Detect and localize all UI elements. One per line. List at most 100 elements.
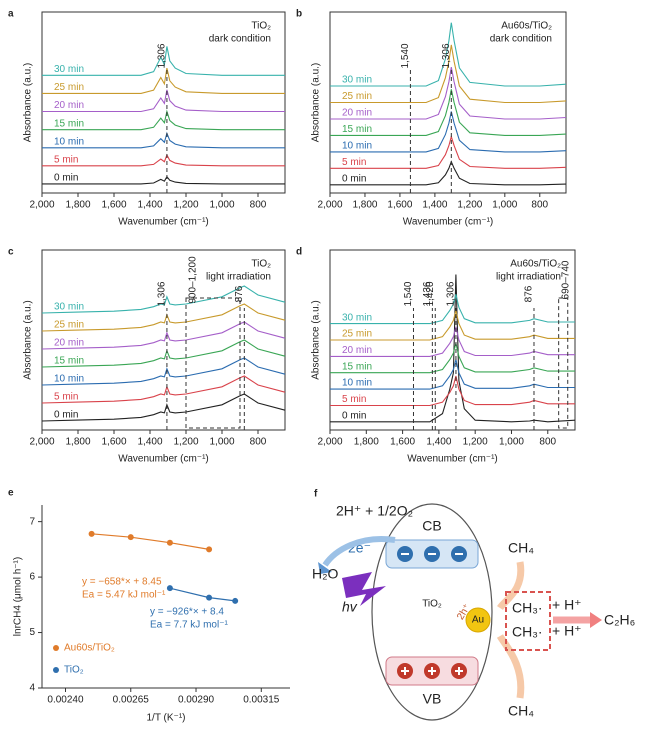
annotation: 1,306 bbox=[157, 281, 168, 306]
y-axis-label: Absorbance (a.u.) bbox=[23, 300, 34, 380]
x-axis-label: Wavenumber (cm⁻¹) bbox=[118, 217, 208, 228]
spectrum-line bbox=[330, 310, 575, 341]
sample-subtitle: light irradiation bbox=[206, 272, 271, 283]
panel-letter: e bbox=[8, 488, 14, 499]
series-label: 15 min bbox=[342, 361, 372, 372]
series-label: 10 min bbox=[54, 136, 84, 147]
y-tick-label: 4 bbox=[29, 683, 35, 694]
series-label: 0 min bbox=[54, 410, 78, 421]
activation-energy: Ea = 7.7 kJ mol⁻¹ bbox=[150, 620, 228, 631]
x-tick-label: 0.00240 bbox=[47, 695, 84, 706]
y-tick-label: 6 bbox=[29, 572, 35, 583]
x-tick-label: 1,200 bbox=[463, 437, 488, 448]
data-point bbox=[166, 585, 173, 592]
au-label: Au bbox=[472, 615, 484, 626]
proton: + H⁺ bbox=[552, 597, 582, 613]
fit-equation: y = −926*× + 8.4 bbox=[150, 607, 224, 618]
x-axis-label: Wavenumber (cm⁻¹) bbox=[407, 454, 497, 465]
methyl-box bbox=[505, 591, 551, 651]
reactants: 2H⁺ + 1/2O₂ bbox=[336, 503, 413, 519]
methane-arrow bbox=[496, 634, 525, 699]
x-tick-label: 1,000 bbox=[209, 437, 234, 448]
x-tick-label: 1,000 bbox=[209, 200, 234, 211]
sample-subtitle: light irradiation bbox=[496, 272, 561, 283]
legend-marker bbox=[53, 645, 59, 651]
x-tick-label: 1,200 bbox=[173, 200, 198, 211]
series-label: 0 min bbox=[342, 173, 366, 184]
sample-title: Au60s/TiO₂ bbox=[510, 259, 561, 270]
x-tick-label: 800 bbox=[250, 200, 267, 211]
band-box bbox=[558, 297, 569, 429]
spectrum-line bbox=[42, 89, 285, 113]
series-label: 20 min bbox=[54, 100, 84, 111]
y-axis-label: Absorbance (a.u.) bbox=[23, 63, 34, 143]
x-tick-label: 0.00315 bbox=[243, 695, 280, 706]
x-axis-label: Wavenumber (cm⁻¹) bbox=[118, 454, 208, 465]
annotation: 1,436 bbox=[422, 281, 433, 306]
x-tick-label: 1,800 bbox=[354, 437, 379, 448]
methyl: CH₃· bbox=[512, 600, 543, 616]
panel-letter: d bbox=[296, 247, 302, 258]
x-tick-label: 1,400 bbox=[137, 437, 162, 448]
x-tick-label: 0.00290 bbox=[178, 695, 215, 706]
series-label: 25 min bbox=[54, 320, 84, 331]
light-bolt bbox=[342, 572, 386, 606]
plot-frame bbox=[41, 11, 286, 194]
light-label: hv bbox=[342, 599, 358, 615]
x-tick-label: 0.00265 bbox=[113, 695, 150, 706]
electrons bbox=[397, 546, 467, 562]
methane-bottom: CH₄ bbox=[508, 703, 534, 719]
x-tick-label: 800 bbox=[250, 437, 267, 448]
spectrum-line bbox=[330, 111, 567, 153]
series-label: 25 min bbox=[54, 82, 84, 93]
series-label: 30 min bbox=[342, 312, 372, 323]
sample-subtitle: dark condition bbox=[490, 34, 552, 45]
arrow-head bbox=[318, 562, 332, 574]
x-tick-label: 1,600 bbox=[387, 200, 412, 211]
data-point bbox=[232, 597, 239, 604]
x-tick-label: 1,400 bbox=[137, 200, 162, 211]
annotation: 1,306 bbox=[446, 281, 457, 306]
spectrum-line bbox=[41, 375, 286, 404]
y-axis-label: lnrCH4 (μmol h⁻¹) bbox=[13, 557, 24, 636]
spectrum-line bbox=[41, 303, 286, 332]
spectrum-line bbox=[42, 175, 285, 185]
product: C₂H₆ bbox=[604, 612, 635, 628]
spectrum-line bbox=[330, 343, 575, 374]
x-axis-label: Wavenumber (cm⁻¹) bbox=[403, 217, 493, 228]
band-box bbox=[185, 297, 241, 429]
series-label: 0 min bbox=[342, 410, 366, 421]
spectrum-line bbox=[41, 339, 286, 368]
x-tick-label: 1,800 bbox=[352, 200, 377, 211]
annotation: 1,540 bbox=[400, 43, 411, 68]
annotation: 900–1,200 bbox=[188, 256, 199, 304]
spectrum-line bbox=[330, 274, 576, 423]
spectrum-line bbox=[42, 67, 285, 94]
legend-marker bbox=[53, 667, 59, 673]
annotation: 1,306 bbox=[157, 43, 168, 68]
x-tick-label: 2,000 bbox=[29, 437, 54, 448]
x-tick-label: 2,000 bbox=[29, 200, 54, 211]
series-label: 10 min bbox=[54, 374, 84, 385]
tio2-label: TiO₂ bbox=[422, 599, 442, 610]
x-axis-label: 1/T (K⁻¹) bbox=[147, 713, 186, 724]
data-point bbox=[166, 539, 173, 546]
annotation: 876 bbox=[524, 285, 535, 302]
spectrum-line bbox=[330, 375, 575, 407]
series-label: 30 min bbox=[54, 302, 84, 313]
au-particle bbox=[465, 607, 491, 633]
spectrum-line bbox=[330, 160, 567, 186]
legend-label: Au60s/TiO₂ bbox=[64, 643, 115, 654]
spectrum-line bbox=[41, 285, 286, 314]
data-point bbox=[127, 534, 134, 541]
series-label: 15 min bbox=[54, 118, 84, 129]
x-tick-label: 1,800 bbox=[65, 437, 90, 448]
series-label: 5 min bbox=[342, 157, 366, 168]
annotation: 876 bbox=[234, 285, 245, 302]
sample-subtitle: dark condition bbox=[209, 34, 271, 45]
annotation: 1,420 bbox=[425, 281, 436, 306]
arrow-head bbox=[590, 612, 602, 628]
x-tick-label: 1,600 bbox=[101, 437, 126, 448]
x-tick-label: 2,000 bbox=[317, 200, 342, 211]
series-label: 30 min bbox=[54, 64, 84, 75]
